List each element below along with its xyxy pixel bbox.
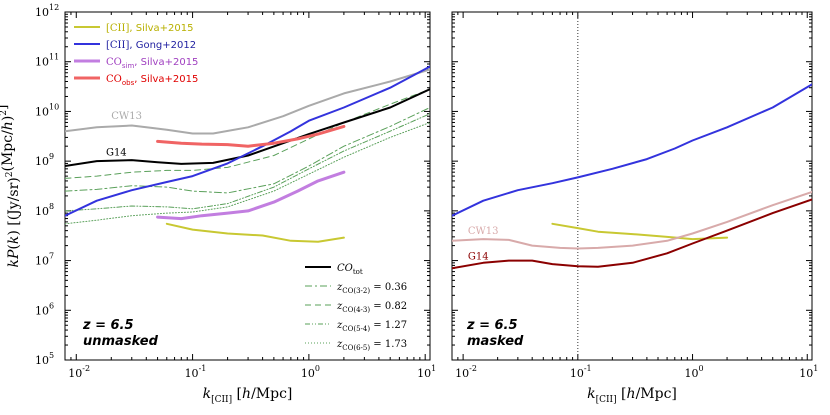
series-line--cii-gong-2012: [65, 65, 430, 217]
legend-entry-label: zCO(5-4) = 1.27: [336, 320, 407, 333]
series-line-co-sim-silva-2015: [156, 170, 346, 221]
x-tick-label: 10-1: [570, 364, 592, 380]
y-tick-label: 1011: [35, 53, 59, 69]
series-line-z-co-4-3-0-82: [65, 88, 430, 179]
series-line--cii-gong-2012: [452, 83, 812, 217]
x-axis-label: k[CII] [h/Mpc]: [203, 386, 293, 405]
x-tick-label: 100: [685, 364, 704, 380]
series-line-z-co-5-4-1-27: [65, 113, 430, 212]
x-tick-label: 10-2: [455, 364, 477, 380]
legend-entry-label: COobs, Silva+2015: [106, 74, 198, 87]
series-line-cw13: [452, 191, 812, 250]
y-tick-label: 107: [35, 252, 54, 268]
y-axis-label: kP(k) [(Jy/sr)2(Mpc/h)2]: [0, 104, 22, 267]
series-line--cii-silva-2015: [165, 222, 345, 243]
series-annotation: G14: [468, 252, 489, 263]
series-line-z-co-6-5-1-73: [65, 122, 430, 225]
series-line-z-co-3-2-0-36: [65, 107, 430, 194]
right-series-group: CW13 G14: [452, 12, 812, 360]
x-axis-label: k[CII] [h/Mpc]: [587, 386, 677, 405]
x-tick-label: 100: [301, 364, 320, 380]
y-tick-label: 1012: [35, 3, 59, 19]
legend-entry-label: zCO(6-5) = 1.73: [336, 339, 407, 352]
series-annotation: G14: [106, 147, 127, 158]
left-series-group: CW13 G14: [65, 65, 430, 243]
series-line--cii-silva-2015: [551, 222, 729, 241]
legend-top: [CII], Silva+2015 [CII], Gong+2012 COsim, …: [74, 23, 198, 87]
series-line-co-obs-silva-2015: [156, 124, 346, 148]
axis-labels: k[CII] [h/Mpc] k[CII] [h/Mpc] kP(k) [(Jy/s…: [0, 104, 677, 405]
legend-entry-label: COsim, Silva+2015: [106, 57, 198, 70]
series-line-g14: [65, 88, 430, 167]
y-tick-label: 1010: [35, 102, 59, 118]
legend-entry-label: zCO(4-3) = 0.82: [336, 301, 407, 314]
series-annotation: CW13: [111, 111, 142, 122]
left-plot-frame: [64, 11, 431, 361]
x-tick-label: 101: [799, 364, 818, 380]
panel-unmasked: 10-2 10-1 100 101 105 106 107 108 109 1010 1011 101…: [35, 3, 436, 380]
legend-entry-label: zCO(3-2) = 0.36: [336, 282, 407, 295]
y-tick-label: 108: [35, 202, 54, 218]
y-tick-label: 105: [35, 351, 54, 367]
legend-entry-label: [CII], Gong+2012: [106, 40, 196, 51]
x-tick-label: 10-1: [185, 364, 207, 380]
right-plot-frame: [451, 11, 813, 361]
left-corner-status: unmasked: [83, 334, 159, 349]
legend-entry-label: COtot: [337, 263, 363, 276]
series-annotation: CW13: [468, 226, 499, 237]
x-tick-label: 101: [417, 364, 436, 380]
panel-masked: 10-2 10-1 100 101 CW13 G14 z = 6.5 masked: [451, 11, 818, 380]
series-line-g14: [452, 198, 812, 270]
legend-bottom: COtot zCO(3-2) = 0.36 zCO(4-3) = 0.82 zCO(5…: [305, 263, 407, 352]
series-line-cw13: [65, 68, 430, 135]
right-corner-redshift: z = 6.5: [466, 318, 518, 333]
y-tick-label: 106: [35, 301, 54, 317]
legend-entry-label: [CII], Silva+2015: [106, 23, 194, 34]
right-corner-status: masked: [467, 334, 524, 349]
y-tick-label: 109: [35, 152, 54, 168]
left-corner-redshift: z = 6.5: [82, 318, 134, 333]
x-tick-label: 10-2: [68, 364, 90, 380]
